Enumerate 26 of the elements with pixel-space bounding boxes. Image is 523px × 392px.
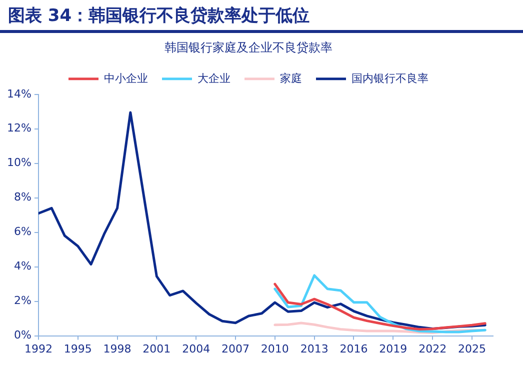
- x-tick-label: 2010: [260, 342, 289, 356]
- legend-label: 中小企业: [104, 72, 148, 85]
- y-tick-label: 6%: [14, 225, 32, 238]
- x-tick-label: 2019: [379, 342, 408, 356]
- y-tick-label: 2%: [14, 294, 32, 308]
- x-tick-label: 2001: [142, 342, 171, 356]
- x-tick-label: 1998: [103, 342, 132, 356]
- y-tick-label: 14%: [6, 87, 32, 100]
- y-tick-label: 0%: [14, 328, 32, 342]
- x-tick-label: 2025: [458, 342, 486, 356]
- legend-label: 大企业: [198, 72, 230, 85]
- y-tick-label: 4%: [14, 260, 32, 273]
- x-tick-label: 2013: [300, 342, 328, 356]
- chart-subtitle: 韩国银行家庭及企业不良贷款率: [164, 40, 332, 54]
- y-tick-label: 12%: [6, 122, 32, 135]
- x-tick-label: 2022: [418, 342, 447, 356]
- x-tick-label: 2007: [222, 342, 250, 356]
- x-tick-label: 1995: [64, 342, 92, 356]
- x-tick-label: 1992: [24, 342, 52, 356]
- legend-label: 家庭: [280, 72, 302, 85]
- y-tick-label: 10%: [6, 156, 32, 170]
- x-tick-label: 2004: [182, 342, 210, 356]
- x-tick-label: 2016: [340, 342, 368, 356]
- legend-label: 国内银行不良率: [352, 72, 428, 85]
- y-tick-label: 8%: [14, 190, 32, 204]
- chart-title: 图表 34：韩国银行不良贷款率处于低位: [0, 0, 523, 33]
